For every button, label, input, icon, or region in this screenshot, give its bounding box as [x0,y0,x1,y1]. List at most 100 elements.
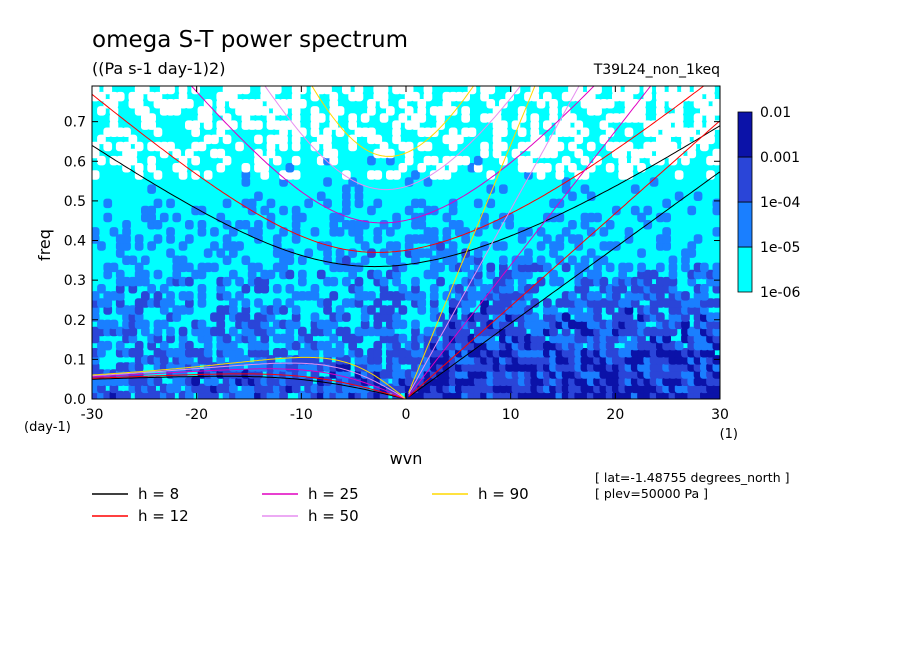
colorbar: 1e-061e-051e-040.0010.01 [738,105,800,301]
legend-label: h = 50 [308,507,359,525]
power-cell [662,213,671,223]
power-cell [392,241,401,251]
colorbar-label: 1e-04 [760,195,800,211]
y-tick-label: 0.2 [64,313,86,329]
x-units-label: (1) [720,427,738,442]
colorbar-segment [738,202,752,247]
power-cell [311,106,320,116]
power-cell [198,284,207,294]
power-cell [600,256,609,266]
legend-item: h = 25 [262,485,359,503]
experiment-label: T39L24_non_1keq [593,62,720,78]
legend-item: h = 50 [262,507,359,525]
power-cell [185,220,194,230]
power-cell [317,192,326,202]
power-cell [631,206,640,216]
power-cell [273,284,282,294]
power-cell [311,227,320,237]
power-cell [172,213,181,223]
power-cell [543,298,552,308]
power-cell [311,312,320,322]
power-cell [625,263,634,273]
colorbar-label: 1e-05 [760,240,800,256]
power-cell [103,199,112,209]
power-cell [210,263,219,273]
power-cell [198,220,207,230]
power-cell [468,128,477,138]
power-cell [235,241,244,251]
power-cell [323,177,332,187]
x-tick-label: -20 [185,407,208,423]
x-tick-label: 0 [402,407,411,423]
power-cell [537,256,546,266]
power-cell [480,142,489,152]
units-label: ((Pa s-1 day-1)2) [92,59,225,78]
y-axis-label: freq [35,229,54,261]
power-cell [216,213,225,223]
power-cell [229,270,238,280]
power-cell [367,291,376,301]
power-cell [373,270,382,280]
power-cell [581,184,590,194]
power-cell [574,234,583,244]
power-cell [399,334,408,344]
power-cell [656,263,665,273]
power-cell [424,142,433,152]
power-cell [499,241,508,251]
power-cell [254,135,263,145]
power-cell [606,220,615,230]
x-tick-label: 10 [502,407,520,423]
power-cell [179,327,188,337]
power-cell [210,241,219,251]
power-cell [499,184,508,194]
power-cell [166,199,175,209]
power-cell [662,199,671,209]
power-cell [166,142,175,152]
power-cell [103,341,112,351]
power-cell [625,128,634,138]
power-cell [430,156,439,166]
power-cell [292,156,301,166]
power-cell [461,156,470,166]
legend: h = 8 h = 12 h = 25 h = 50 h = 90 [92,485,529,525]
power-cell [681,291,690,301]
power-cell [273,298,282,308]
power-cell [154,377,163,387]
chart-title: omega S-T power spectrum [92,27,408,53]
power-cell [147,184,156,194]
latitude-annotation: [ lat=-1.48755 degrees_north ] [595,470,789,485]
power-cell [700,263,709,273]
power-cell [254,220,263,230]
x-tick-label: -30 [81,407,104,423]
y-tick-label: 0.4 [64,234,86,250]
power-cell [687,206,696,216]
power-cell [486,263,495,273]
legend-label: h = 25 [308,485,359,503]
colorbar-label: 1e-06 [760,285,800,301]
y-units-label: (day-1) [24,420,71,435]
colorbar-segment [738,157,752,202]
power-cell [329,291,338,301]
power-cell [242,163,251,173]
power-cell [587,142,596,152]
colorbar-segment [738,247,752,292]
power-cell [254,298,263,308]
power-cell [235,142,244,152]
power-cell [254,263,263,273]
legend-label: h = 90 [478,485,529,503]
power-cell [210,227,219,237]
power-cell [110,227,119,237]
power-cell [129,256,138,266]
power-cell [116,92,125,102]
power-cell [530,113,539,123]
power-cell [185,291,194,301]
power-cell [292,206,301,216]
power-cell [417,199,426,209]
power-cell [380,220,389,230]
power-cell [373,170,382,180]
power-cell [637,263,646,273]
power-cell [329,277,338,287]
power-cell [543,163,552,173]
legend-label: h = 8 [138,485,179,503]
power-cell [568,220,577,230]
